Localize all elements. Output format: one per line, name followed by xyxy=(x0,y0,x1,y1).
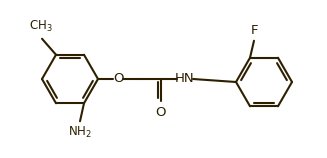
Text: O: O xyxy=(113,73,123,85)
Text: F: F xyxy=(250,24,258,37)
Text: CH$_3$: CH$_3$ xyxy=(29,19,53,34)
Text: NH$_2$: NH$_2$ xyxy=(68,125,92,140)
Text: O: O xyxy=(156,106,166,119)
Text: HN: HN xyxy=(175,73,195,85)
